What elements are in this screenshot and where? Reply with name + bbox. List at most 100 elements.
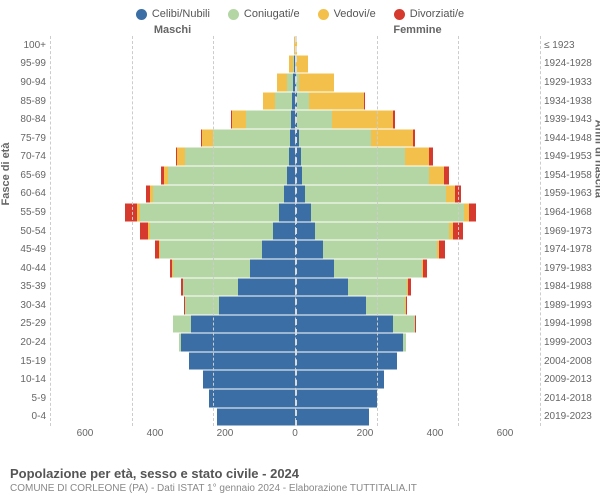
age-label: 90-94 [0, 73, 46, 92]
legend-label: Coniugati/e [244, 8, 300, 20]
age-label: 20-24 [0, 333, 46, 352]
x-tick: 200 [330, 428, 400, 439]
male-header: Maschi [50, 24, 295, 36]
age-label: 45-49 [0, 240, 46, 259]
pyramid-row [50, 370, 540, 389]
chart-footer: Popolazione per età, sesso e stato civil… [10, 466, 590, 494]
column-headers: Maschi Femmine [0, 24, 600, 36]
age-label: 35-39 [0, 278, 46, 297]
male-bar [50, 129, 295, 148]
male-bar [50, 92, 295, 111]
female-bar [295, 185, 540, 204]
female-bar [295, 129, 540, 148]
birth-label: 1969-1973 [544, 222, 600, 241]
age-labels: 100+95-9990-9485-8980-8475-7970-7465-696… [0, 36, 50, 426]
birth-label: 2009-2013 [544, 370, 600, 389]
pyramid-row [50, 222, 540, 241]
population-pyramid-chart: Celibi/NubiliConiugati/eVedovi/eDivorzia… [0, 0, 600, 500]
age-label: 25-29 [0, 315, 46, 334]
female-bar [295, 110, 540, 129]
male-bar [50, 147, 295, 166]
pyramid-row [50, 92, 540, 111]
legend-label: Divorziati/e [410, 8, 464, 20]
age-label: 50-54 [0, 222, 46, 241]
x-tick: 600 [470, 428, 540, 439]
age-label: 15-19 [0, 352, 46, 371]
male-bar [50, 166, 295, 185]
female-bar [295, 166, 540, 185]
age-label: 85-89 [0, 92, 46, 111]
female-header: Femmine [295, 24, 540, 36]
bars-container [50, 36, 540, 426]
pyramid-row [50, 147, 540, 166]
female-bar [295, 147, 540, 166]
male-bar [50, 408, 295, 427]
male-bar [50, 36, 295, 55]
chart-subtitle: COMUNE DI CORLEONE (PA) - Dati ISTAT 1° … [10, 483, 590, 494]
female-bar [295, 278, 540, 297]
birth-label: 1974-1978 [544, 240, 600, 259]
pyramid-row [50, 55, 540, 74]
birth-label: 1934-1938 [544, 92, 600, 111]
pyramid-row [50, 185, 540, 204]
pyramid-row [50, 408, 540, 427]
male-bar [50, 55, 295, 74]
female-bar [295, 389, 540, 408]
age-label: 5-9 [0, 389, 46, 408]
y-axis-label: Fasce di età [0, 143, 12, 206]
x-tick: 400 [120, 428, 190, 439]
female-bar [295, 240, 540, 259]
birth-label: 1979-1983 [544, 259, 600, 278]
x-axis-ticks: 6004002000200400600 [50, 428, 540, 439]
male-bar [50, 240, 295, 259]
pyramid-row [50, 110, 540, 129]
pyramid-row [50, 389, 540, 408]
male-bar [50, 222, 295, 241]
legend-swatch [318, 9, 329, 20]
chart-title: Popolazione per età, sesso e stato civil… [10, 466, 590, 481]
male-bar [50, 185, 295, 204]
male-bar [50, 315, 295, 334]
male-bar [50, 278, 295, 297]
pyramid-row [50, 240, 540, 259]
birth-label: 1989-1993 [544, 296, 600, 315]
legend-item: Celibi/Nubili [136, 8, 210, 20]
pyramid-row [50, 296, 540, 315]
birth-label: ≤ 1923 [544, 36, 600, 55]
age-label: 10-14 [0, 370, 46, 389]
birth-label: 1994-1998 [544, 315, 600, 334]
female-bar [295, 315, 540, 334]
legend: Celibi/NubiliConiugati/eVedovi/eDivorzia… [0, 0, 600, 24]
female-bar [295, 55, 540, 74]
age-label: 30-34 [0, 296, 46, 315]
birth-label: 1924-1928 [544, 55, 600, 74]
x-tick: 600 [50, 428, 120, 439]
plot-area: Fasce di età Anni di nascita 100+95-9990… [0, 36, 600, 426]
male-bar [50, 73, 295, 92]
birth-year-labels: ≤ 19231924-19281929-19331934-19381939-19… [540, 36, 600, 426]
pyramid-row [50, 315, 540, 334]
pyramid-row [50, 36, 540, 55]
female-bar [295, 408, 540, 427]
right-axis-label: Anni di nascita [592, 120, 600, 198]
age-label: 0-4 [0, 408, 46, 427]
male-bar [50, 333, 295, 352]
age-label: 95-99 [0, 55, 46, 74]
female-bar [295, 36, 540, 55]
birth-label: 2019-2023 [544, 408, 600, 427]
x-tick: 200 [190, 428, 260, 439]
female-bar [295, 203, 540, 222]
female-bar [295, 333, 540, 352]
legend-swatch [136, 9, 147, 20]
pyramid-row [50, 203, 540, 222]
pyramid-row [50, 166, 540, 185]
male-bar [50, 389, 295, 408]
male-bar [50, 203, 295, 222]
legend-label: Celibi/Nubili [152, 8, 210, 20]
male-bar [50, 370, 295, 389]
female-bar [295, 259, 540, 278]
pyramid-row [50, 333, 540, 352]
birth-label: 2014-2018 [544, 389, 600, 408]
birth-label: 1929-1933 [544, 73, 600, 92]
female-bar [295, 73, 540, 92]
